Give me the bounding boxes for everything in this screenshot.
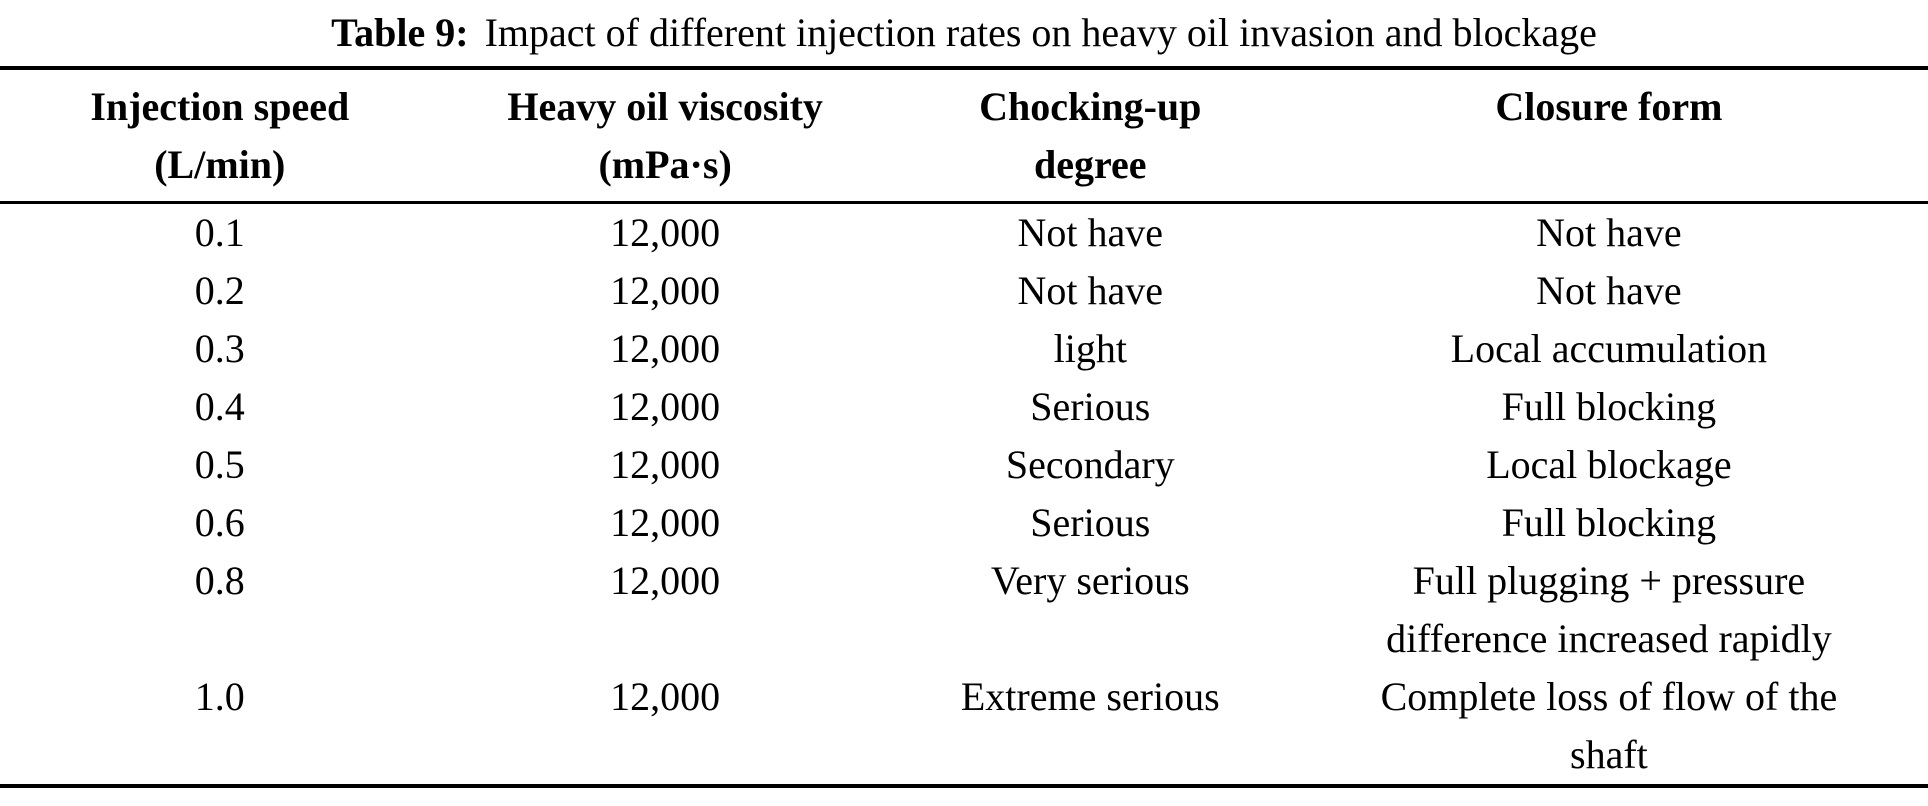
table-row: 0.8 12,000 Very serious Full plugging + …	[0, 552, 1928, 668]
table-caption-text: Impact of different injection rates on h…	[484, 10, 1597, 55]
cell-closure-form: Full plugging + pressure difference incr…	[1386, 558, 1832, 661]
cell-viscosity: 12,000	[610, 268, 721, 313]
header-row: Injection speed (L/min) Heavy oil viscos…	[0, 68, 1928, 204]
cell-chocking-degree: Serious	[1030, 500, 1151, 545]
cell-injection-speed: 1.0	[194, 674, 245, 719]
table-header: Injection speed (L/min) Heavy oil viscos…	[0, 68, 1928, 204]
cell-viscosity: 12,000	[610, 210, 721, 255]
table-row: 1.0 12,000 Extreme serious Complete loss…	[0, 668, 1928, 786]
header-line: Chocking-up	[979, 84, 1202, 129]
table-row: 0.6 12,000 Serious Full blocking	[0, 494, 1928, 552]
cell-injection-speed: 0.1	[194, 210, 245, 255]
header-unit: degree	[1033, 142, 1147, 187]
header-unit: (mPa·s)	[598, 142, 732, 187]
cell-injection-speed: 0.5	[194, 442, 245, 487]
column-header-heavy-oil-viscosity: Heavy oil viscosity (mPa·s)	[439, 68, 891, 204]
header-line: Closure form	[1495, 84, 1723, 129]
cell-chocking-degree: Not have	[1017, 210, 1164, 255]
cell-injection-speed: 0.2	[194, 268, 245, 313]
cell-injection-speed: 0.8	[194, 558, 245, 603]
cell-closure-form: Full blocking	[1501, 500, 1717, 545]
cell-closure-form: Full blocking	[1501, 384, 1717, 429]
cell-closure-form: Complete loss of flow of the shaft	[1380, 674, 1838, 777]
cell-injection-speed: 0.4	[194, 384, 245, 429]
cell-closure-form: Not have	[1536, 268, 1682, 313]
cell-viscosity: 12,000	[610, 674, 721, 719]
table-row: 0.4 12,000 Serious Full blocking	[0, 378, 1928, 436]
table-body: 0.1 12,000 Not have Not have 0.2 12,000 …	[0, 203, 1928, 787]
cell-injection-speed: 0.6	[194, 500, 245, 545]
cell-chocking-degree: Serious	[1030, 384, 1151, 429]
cell-viscosity: 12,000	[610, 442, 721, 487]
cell-chocking-degree: light	[1053, 326, 1127, 371]
cell-viscosity: 12,000	[610, 384, 721, 429]
header-unit: (L/min)	[154, 142, 286, 187]
cell-closure-form: Local accumulation	[1450, 326, 1768, 371]
cell-viscosity: 12,000	[610, 558, 721, 603]
table-caption: Table 9: Impact of different injection r…	[0, 0, 1928, 66]
data-table: Injection speed (L/min) Heavy oil viscos…	[0, 66, 1928, 788]
cell-chocking-degree: Very serious	[990, 558, 1190, 603]
column-header-chocking-up-degree: Chocking-up degree	[890, 68, 1290, 204]
cell-injection-speed: 0.3	[194, 326, 245, 371]
header-line: Injection speed	[90, 84, 350, 129]
column-header-closure-form: Closure form	[1289, 68, 1928, 204]
cell-viscosity: 12,000	[610, 500, 721, 545]
cell-viscosity: 12,000	[610, 326, 721, 371]
cell-closure-form: Not have	[1536, 210, 1682, 255]
cell-chocking-degree: Not have	[1017, 268, 1164, 313]
cell-chocking-degree: Extreme serious	[960, 674, 1220, 719]
table-row: 0.3 12,000 light Local accumulation	[0, 320, 1928, 378]
table-row: 0.2 12,000 Not have Not have	[0, 262, 1928, 320]
column-header-injection-speed: Injection speed (L/min)	[0, 68, 440, 204]
cell-chocking-degree: Secondary	[1005, 442, 1175, 487]
table-caption-number: Table 9:	[331, 10, 469, 55]
header-line: Heavy oil viscosity	[507, 84, 823, 129]
table-row: 0.1 12,000 Not have Not have	[0, 203, 1928, 263]
table-row: 0.5 12,000 Secondary Local blockage	[0, 436, 1928, 494]
cell-closure-form: Local blockage	[1486, 442, 1732, 487]
